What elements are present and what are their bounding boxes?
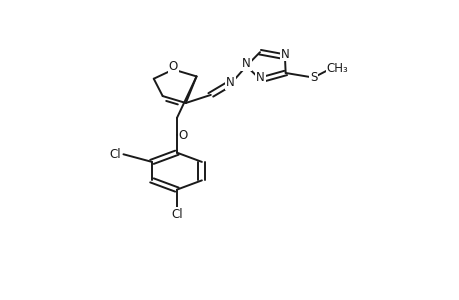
Text: N: N bbox=[225, 76, 234, 89]
Text: N: N bbox=[256, 70, 264, 84]
Text: S: S bbox=[309, 71, 316, 84]
Text: N: N bbox=[241, 57, 250, 70]
Text: N: N bbox=[280, 47, 289, 61]
Text: CH₃: CH₃ bbox=[326, 62, 348, 75]
Text: Cl: Cl bbox=[110, 148, 121, 161]
Text: O: O bbox=[168, 60, 178, 73]
Text: O: O bbox=[179, 129, 188, 142]
Text: Cl: Cl bbox=[171, 208, 182, 221]
